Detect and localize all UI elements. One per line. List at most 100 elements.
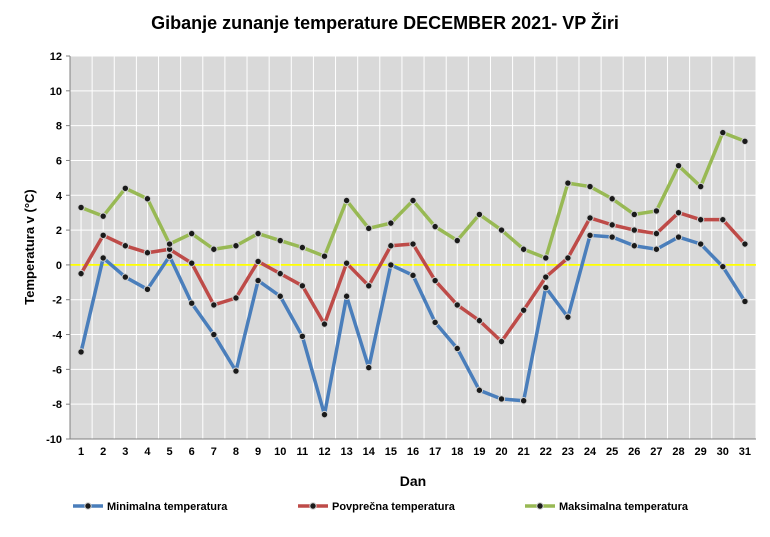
- legend-item: Minimalna temperatura: [73, 501, 228, 513]
- x-tick-label: 15: [385, 446, 397, 458]
- data-point: [121, 242, 130, 250]
- x-tick-label: 31: [739, 446, 751, 458]
- x-tick-label: 16: [407, 446, 419, 458]
- data-point: [143, 285, 152, 293]
- data-point: [696, 182, 705, 191]
- data-point: [298, 243, 307, 252]
- data-point: [254, 257, 262, 266]
- data-point: [121, 273, 130, 281]
- legend-label: Povprečna temperatura: [332, 501, 456, 513]
- x-tick-label: 2: [100, 446, 106, 458]
- data-point: [188, 299, 196, 307]
- data-point: [342, 196, 351, 205]
- x-tick-label: 27: [650, 446, 662, 458]
- legend-swatch-marker: [84, 502, 92, 510]
- data-point: [608, 195, 616, 203]
- legend-label: Minimalna temperatura: [107, 501, 228, 513]
- data-point: [741, 240, 749, 248]
- data-point: [320, 320, 329, 328]
- data-point: [409, 240, 417, 248]
- data-point: [232, 294, 240, 302]
- x-tick-label: 14: [363, 446, 376, 458]
- chart-title: Gibanje zunanje temperature DECEMBER 202…: [151, 12, 619, 33]
- x-tick-label: 30: [717, 446, 729, 458]
- x-tick-label: 26: [628, 446, 640, 458]
- data-point: [431, 318, 439, 327]
- x-tick-label: 23: [562, 446, 574, 458]
- data-point: [674, 233, 683, 241]
- y-tick-label: -8: [52, 399, 62, 411]
- data-point: [542, 254, 550, 262]
- data-point: [475, 316, 484, 325]
- data-point: [276, 236, 284, 245]
- y-tick-label: 8: [56, 121, 62, 133]
- data-point: [564, 254, 572, 262]
- x-tick-label: 13: [340, 446, 352, 458]
- data-point: [365, 363, 373, 372]
- data-point: [365, 282, 373, 290]
- x-tick-label: 25: [606, 446, 618, 458]
- x-tick-label: 8: [233, 446, 239, 458]
- x-tick-label: 4: [144, 446, 151, 458]
- data-point: [719, 215, 727, 224]
- data-point: [77, 203, 85, 212]
- legend-item: Maksimalna temperatura: [525, 501, 689, 513]
- x-tick-label: 10: [274, 446, 286, 458]
- x-tick-label: 12: [318, 446, 330, 458]
- data-point: [99, 254, 107, 262]
- y-tick-label: 10: [50, 86, 62, 98]
- data-point: [696, 215, 705, 224]
- y-axis-title: Temperatura v (°C): [22, 189, 37, 304]
- data-point: [652, 207, 661, 215]
- data-point: [630, 226, 638, 234]
- data-point: [143, 195, 152, 203]
- data-point: [519, 306, 528, 314]
- data-point: [431, 222, 439, 231]
- x-tick-label: 1: [78, 446, 84, 458]
- data-point: [586, 182, 594, 191]
- data-point: [143, 249, 152, 257]
- data-point: [519, 397, 528, 405]
- data-point: [497, 395, 506, 403]
- data-point: [674, 208, 683, 217]
- data-point: [188, 229, 196, 238]
- legend: Minimalna temperatura Povprečna temperatu…: [73, 501, 689, 513]
- data-point: [630, 210, 638, 219]
- data-point: [165, 252, 174, 260]
- data-point: [497, 337, 506, 346]
- data-point: [99, 231, 107, 240]
- data-point: [210, 330, 218, 339]
- data-point: [497, 226, 506, 234]
- data-point: [564, 179, 572, 187]
- data-point: [210, 245, 218, 253]
- y-tick-label: 4: [56, 190, 63, 202]
- data-point: [232, 242, 240, 250]
- x-tick-label: 24: [584, 446, 597, 458]
- data-point: [320, 252, 329, 260]
- data-point: [276, 269, 284, 278]
- x-tick-label: 28: [672, 446, 684, 458]
- data-point: [188, 259, 196, 267]
- y-tick-label: 2: [56, 225, 62, 237]
- data-point: [453, 301, 461, 309]
- x-tick-label: 29: [695, 446, 707, 458]
- series-1: [77, 231, 749, 419]
- data-point: [276, 292, 284, 300]
- data-point: [99, 212, 107, 220]
- x-axis-title: Dan: [400, 473, 426, 489]
- x-tick-label: 21: [518, 446, 530, 458]
- data-point: [652, 245, 661, 253]
- y-tick-label: 6: [56, 155, 62, 167]
- x-tick-label: 18: [451, 446, 463, 458]
- y-tick-label: -6: [52, 364, 62, 376]
- x-tick-label: 19: [473, 446, 485, 458]
- data-point: [165, 240, 174, 248]
- data-point: [586, 214, 594, 222]
- legend-swatch-marker: [536, 502, 544, 510]
- data-point: [210, 301, 218, 309]
- data-point: [342, 259, 351, 267]
- data-point: [674, 161, 683, 170]
- y-tick-label: -4: [52, 330, 63, 342]
- series: [77, 128, 749, 419]
